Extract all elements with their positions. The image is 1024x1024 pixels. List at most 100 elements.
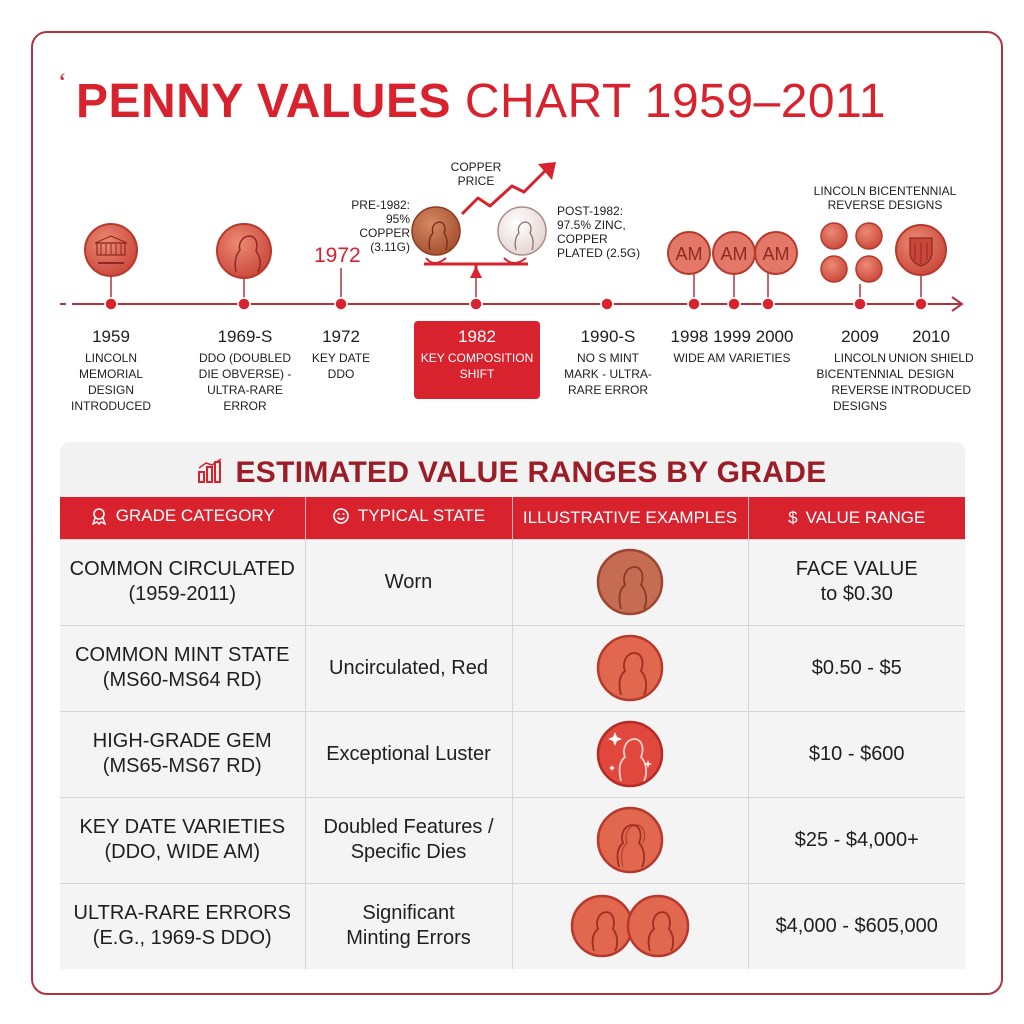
event-text: KEY COMPOSITION SHIFT [420,351,534,381]
typical-state-cell: Uncirculated, Red [305,624,513,711]
state-line: Specific Dies [350,841,467,863]
event-text: WIDE AM VARIETIES [673,351,791,365]
value-range-cell: $0.50 - $5 [748,624,965,711]
event-year: 1959 [92,327,130,346]
value-line: $0.50 - $5 [811,656,902,679]
state-line: Significant [362,902,455,925]
copper-penny-icon [411,206,461,256]
worn-penny-icon [596,548,664,616]
example-cell [512,710,749,797]
header-label: ILLUSTRATIVE EXAMPLES [522,507,738,527]
table-row: KEY DATE VARIETIES (DDO, WIDE AM) Doubled… [60,796,965,883]
category-line: HIGH-GRADE GEM [92,730,272,752]
event-text: DDO (Doubled Die Obverse) - ULTRA-RARE E… [198,351,292,413]
am-badge-label: AM [721,244,748,264]
header-label: VALUE RANGE [805,507,926,527]
title-light: CHART 1959–2011 [464,75,886,128]
value-line: $10 - $600 [808,742,905,765]
timeline-event: 1969-S DDO (Doubled Die Obverse) - ULTRA… [194,326,296,414]
am-badge-label: AM [676,244,703,264]
table-row: COMMON MINT STATE (MS60-MS64 RD) Uncircul… [60,624,965,711]
event-text: UNION SHIELD DESIGN INTRODUCED [888,351,974,397]
state-line: Uncirculated, Red [329,656,488,679]
title-bold: PENNY VALUES [76,75,451,128]
value-range-cell: $4,000 - $605,000 [748,882,965,969]
header-label: GRADE CATEGORY [115,505,275,525]
category-line: ULTRA-RARE ERRORS [73,902,291,925]
event-year: 1972 [322,327,360,346]
typical-state-cell: Doubled Features / Specific Dies [305,796,513,883]
sparkle-icon [608,732,622,746]
table-row: ULTRA-RARE ERRORS (e.g., 1969-S DDO) Sign… [60,882,965,969]
wide-am-badges: AM AM AM [667,231,798,275]
event-year: 2009 [841,327,879,346]
bicentennial-pennies-icon [820,222,883,283]
table-title-text: ESTIMATED VALUE RANGES BY GRADE [235,456,827,489]
gem-penny-icon [596,720,664,788]
value-range-cell: $10 - $600 [748,710,965,797]
example-cell [512,624,749,711]
timeline-event: 1959 LINCOLN MEMORIAL DESIGN INTRODUCED [64,326,158,414]
header-value-range: $ VALUE RANGE [748,497,965,539]
bicentennial-title: LINCOLN BICENTENNIAL REVERSE DESIGNS [813,184,957,212]
page-title: PENNY VALUES CHART 1959–2011 [76,74,886,130]
state-line: Doubled Features / [323,816,494,838]
value-line: to $0.30 [820,583,893,605]
am-badge-label: AM [763,244,790,264]
grade-category-cell: HIGH-GRADE GEM (MS65-MS67 RD) [60,710,306,797]
timeline-event: 1972 KEY DATE DDO [300,326,382,382]
header-label: TYPICAL STATE [357,505,486,525]
copper-price-label: COPPER PRICE [450,160,502,188]
example-cell [512,796,749,883]
example-cell [512,882,749,969]
state-line: Minting Errors [346,927,471,950]
ddo-penny-icon [596,806,664,874]
event-year: 1998 1999 2000 [670,327,794,346]
title-quote-mark: ‘ [58,68,67,97]
zinc-penny-icon [497,206,547,256]
state-line: Worn [384,570,433,593]
key-composition-shift-box: 1982 KEY COMPOSITION SHIFT [414,321,540,399]
balance-scale-icon [411,206,547,278]
category-line: (MS60-MS64 RD) [102,669,262,691]
union-shield-penny-icon [895,224,947,276]
event-text: NO S MINT MARK - ULTRA-RARE ERROR [564,351,652,397]
timeline-dots [104,297,928,311]
grade-category-cell: COMMON CIRCULATED (1959-2011) [60,538,306,625]
error-pennies-icon [570,895,690,958]
category-line: (DDO, WIDE AM) [104,841,261,863]
face-icon [333,507,349,524]
timeline-event: 2009 LINCOLN BICENTENNIAL REVERSE DESIGN… [810,326,910,414]
header-typical-state: TYPICAL STATE [305,497,513,539]
category-line: COMMON MINT STATE [75,644,290,666]
category-line: (MS65-MS67 RD) [102,755,262,777]
red-penny-icon [596,634,664,702]
category-line: COMMON CIRCULATED [69,558,295,580]
grade-category-cell: COMMON MINT STATE (MS60-MS64 RD) [60,624,306,711]
event-year: 1969-S [217,327,273,346]
lincoln-penny-icon [216,223,272,279]
category-line: KEY DATE VARIETIES [79,816,286,838]
table-title: ESTIMATED VALUE RANGES BY GRADE [0,455,1024,491]
timeline-event: 1998 1999 2000 WIDE AM VARIETIES [664,326,800,366]
timeline-graphic: AM AM AM [60,162,964,312]
ribbon-icon [91,507,106,525]
typical-state-cell: Exceptional Luster [305,710,513,797]
price-trend-arrow-icon [460,162,556,216]
timeline-arrow-icon [951,296,964,312]
value-line: $25 - $4,000+ [794,828,919,851]
event-text: KEY DATE DDO [311,351,371,381]
post-1982-label: POST-1982: 97.5% ZINC, COPPER PLATED (2.… [557,204,641,260]
header-illustrative-examples: ILLUSTRATIVE EXAMPLES [512,497,749,539]
grade-category-cell: KEY DATE VARIETIES (DDO, WIDE AM) [60,796,306,883]
event-year: 1990-S [580,327,636,346]
table-row: COMMON CIRCULATED (1959-2011) Worn FACE V… [60,538,965,625]
typical-state-cell: Significant Minting Errors [305,882,513,969]
event-text: LINCOLN BICENTENNIAL REVERSE DESIGNS [816,351,904,413]
grade-value-table: GRADE CATEGORY TYPICAL STATE ILLUSTRATIV… [60,497,965,969]
typical-state-cell: Worn [305,538,513,625]
value-range-cell: FACE VALUE to $0.30 [748,538,965,625]
header-grade-category: GRADE CATEGORY [60,497,306,539]
timeline-event: 1990-S NO S MINT MARK - ULTRA-RARE ERROR [562,326,654,398]
value-range-cell: $25 - $4,000+ [748,796,965,883]
